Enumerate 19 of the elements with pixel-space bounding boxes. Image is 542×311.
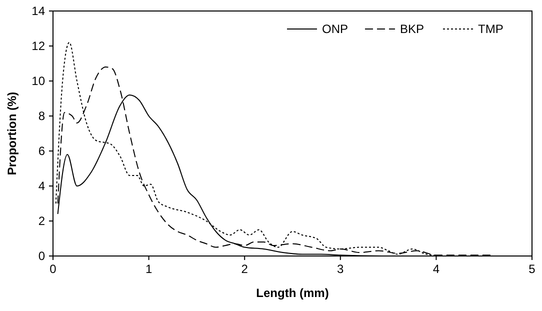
- x-tick-label: 0: [50, 262, 57, 276]
- x-tick-label: 5: [528, 262, 536, 276]
- x-tick-label: 3: [337, 262, 344, 276]
- y-tick-label: 10: [32, 74, 46, 88]
- x-tick-label: 4: [432, 262, 440, 276]
- y-tick-label: 0: [38, 249, 46, 263]
- x-axis-title: Length (mm): [256, 286, 329, 300]
- legend-label: BKP: [400, 22, 424, 36]
- legend-label: TMP: [478, 22, 504, 36]
- y-tick-label: 14: [32, 4, 46, 18]
- x-tick-label: 1: [145, 262, 152, 276]
- y-tick-label: 12: [32, 39, 46, 53]
- x-tick-label: 2: [241, 262, 248, 276]
- y-axis-title: Proportion (%): [5, 92, 19, 176]
- y-tick-label: 6: [38, 144, 46, 158]
- y-tick-label: 8: [38, 109, 46, 123]
- y-tick-label: 2: [38, 214, 46, 228]
- legend-label: ONP: [322, 22, 348, 36]
- y-tick-label: 4: [38, 179, 46, 193]
